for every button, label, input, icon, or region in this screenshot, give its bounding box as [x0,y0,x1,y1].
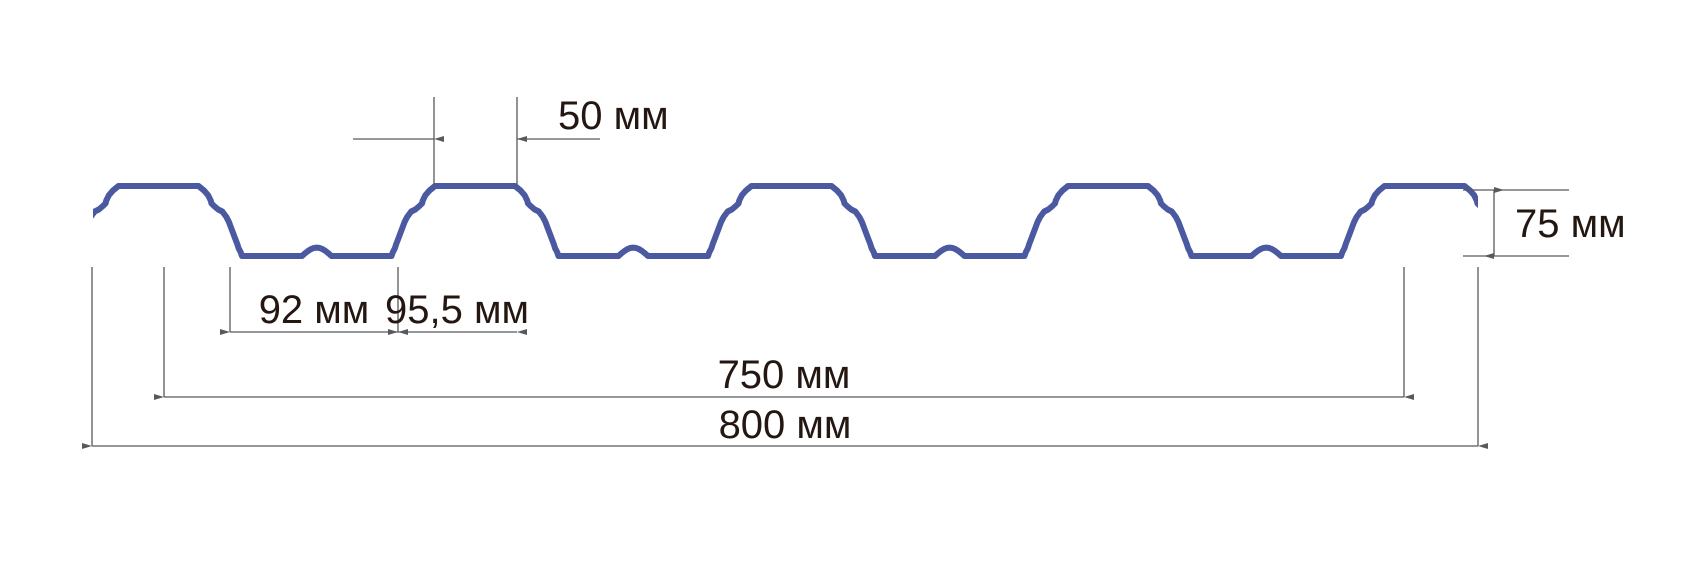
svg-text:95,5 мм: 95,5 мм [385,288,529,332]
svg-text:50 мм: 50 мм [558,94,669,138]
svg-text:75 мм: 75 мм [1515,202,1626,246]
svg-text:92 мм: 92 мм [259,288,370,332]
svg-text:750 мм: 750 мм [718,353,851,397]
svg-text:800 мм: 800 мм [719,403,852,447]
